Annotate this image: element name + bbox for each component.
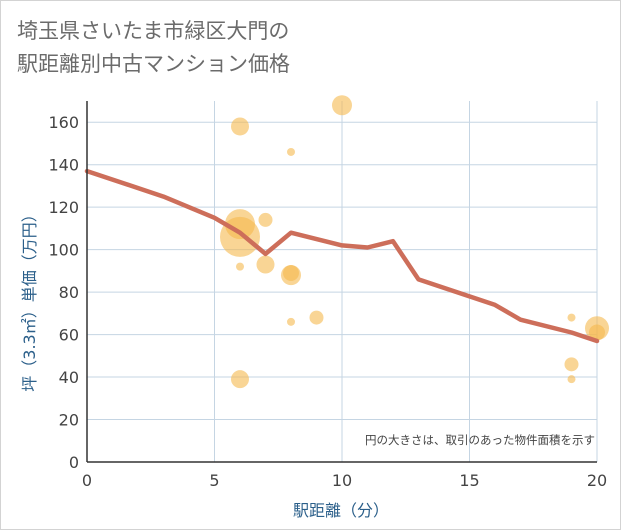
y-tick-label: 140 — [48, 156, 79, 175]
bubble-point — [287, 147, 295, 156]
chart-title-line-1: 埼玉県さいたま市緑区大門の — [17, 19, 290, 43]
bubble-point — [231, 370, 249, 389]
chart-title-line-2: 駅距離別中古マンション価格 — [17, 52, 290, 76]
x-axis-title: 駅距離（分） — [293, 501, 389, 520]
bubble-point — [231, 117, 249, 136]
y-tick-label: 100 — [48, 241, 79, 260]
y-tick-label: 80 — [59, 283, 79, 302]
y-tick-label: 160 — [48, 113, 79, 132]
chart-title: 埼玉県さいたま市緑区大門の 駅距離別中古マンション価格 — [17, 15, 290, 81]
bubble-point — [332, 95, 352, 116]
grid-lines — [87, 101, 598, 462]
bubble-size-note: 円の大きさは、取引のあった物件面積を示す — [365, 433, 595, 447]
x-tick-label: 15 — [459, 471, 479, 490]
bubble-point — [281, 265, 301, 286]
y-tick-label: 120 — [48, 198, 79, 217]
bubble-point — [309, 310, 324, 325]
y-tick-label: 0 — [69, 453, 79, 472]
trend-line-group — [84, 168, 600, 344]
x-tick-label: 10 — [332, 471, 352, 490]
bubble-point — [567, 375, 576, 384]
bubble-point — [256, 255, 275, 274]
bubble-point — [567, 313, 576, 322]
tick-labels: 0 20 40 60 80 100 120 140 160 0 5 10 15 20 — [48, 113, 607, 490]
y-axis-title: 坪（3.3㎡）単価（万円） — [20, 206, 39, 391]
axes — [86, 101, 597, 463]
bubble-point — [258, 212, 273, 227]
trend-line — [84, 168, 600, 344]
bubbles — [220, 95, 609, 389]
y-tick-label: 40 — [59, 368, 79, 387]
bubble-point — [589, 324, 605, 341]
x-tick-label: 5 — [209, 471, 219, 490]
y-tick-label: 20 — [59, 411, 79, 430]
bubble-point — [564, 357, 579, 372]
bubble-point — [236, 262, 244, 271]
bubble-point — [287, 317, 295, 326]
x-tick-label: 20 — [587, 471, 607, 490]
y-tick-label: 60 — [59, 326, 79, 345]
x-tick-label: 0 — [82, 471, 92, 490]
